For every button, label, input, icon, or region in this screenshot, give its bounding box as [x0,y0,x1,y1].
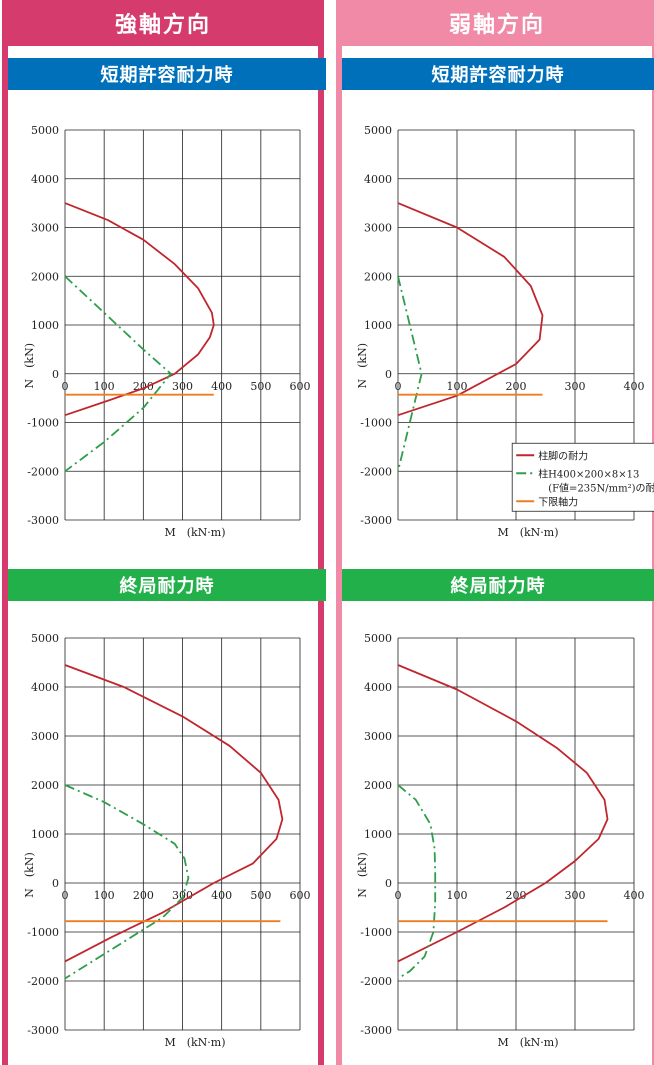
x-axis-label: M (kN·m) [497,526,558,539]
y-tick-label: 0 [385,368,392,381]
x-tick-label: 100 [94,380,115,393]
y-tick-label: -3000 [27,514,59,527]
y-tick-label: -1000 [27,926,59,939]
y-tick-label: -3000 [360,514,392,527]
x-tick-label: 300 [565,380,586,393]
x-tick-label: 400 [624,380,645,393]
column-frame-weak-axis [336,0,654,1065]
y-tick-label: 2000 [364,270,392,283]
x-axis-label: M (kN·m) [164,1036,225,1049]
y-tick-label: -3000 [27,1024,59,1037]
y-tick-label: 3000 [31,730,59,743]
y-tick-label: -2000 [27,465,59,478]
x-tick-label: 400 [211,380,232,393]
chart-0: 5000 4000 3000 2000 1000 0 -1000 -2000 -3000 0 100… [23,124,311,539]
y-tick-label: 1000 [31,319,59,332]
y-tick-label: -1000 [27,417,59,430]
y-tick-label: 5000 [364,632,392,645]
column-frame-strong-axis [2,0,324,1065]
x-axis-label: M (kN·m) [497,1036,558,1049]
y-tick-label: 0 [52,877,59,890]
y-tick-label: 3000 [31,222,59,235]
x-tick-label: 300 [172,380,193,393]
y-tick-label: -2000 [360,975,392,988]
legend-box [511,442,654,512]
chart-3: 5000 4000 3000 2000 1000 0 -1000 -2000 -3000 0 100… [356,632,645,1049]
series-line-1 [397,784,437,980]
series-line-1 [64,275,172,473]
legend-label-line2: (F値=235N/mm²)の耐力 [548,481,654,494]
y-tick-label: 4000 [31,681,59,694]
y-tick-label: 5000 [31,632,59,645]
y-tick-label: 2000 [31,779,59,792]
y-tick-label: -1000 [360,926,392,939]
chart-1: 5000 4000 3000 2000 1000 0 -1000 -2000 -3000 0 100… [356,124,654,539]
series-line-1 [397,276,423,472]
x-tick-label: 600 [290,380,311,393]
y-tick-label: 5000 [31,124,59,137]
section-header-ultimate-weak: 終局耐力時 [342,569,654,601]
y-axis-label: N (kN) [356,343,369,389]
series-line-1 [64,784,190,980]
x-tick-label: 0 [395,889,402,902]
x-tick-label: 200 [133,889,154,902]
y-tick-label: 1000 [364,319,392,332]
x-tick-label: 200 [506,889,527,902]
y-tick-label: 2000 [364,779,392,792]
series-line-0 [64,664,284,963]
y-tick-label: -2000 [360,465,392,478]
x-tick-label: 200 [506,380,527,393]
section-header-short-term-strong: 短期許容耐力時 [8,58,326,90]
x-tick-label: 0 [62,380,69,393]
column-header-weak-axis: 弱軸方向 [336,0,654,46]
series-line-0 [64,202,215,417]
y-tick-label: 4000 [364,681,392,694]
y-axis-label: N (kN) [23,343,36,389]
x-tick-label: 0 [62,889,69,902]
legend-label: 下限軸力 [538,495,578,508]
y-tick-label: 2000 [31,270,59,283]
y-axis-label: N (kN) [23,852,36,898]
y-tick-label: -2000 [27,975,59,988]
y-axis-label: N (kN) [356,852,369,898]
legend-label: 柱H400×200×8×13 [538,467,639,480]
column-header-strong-axis: 強軸方向 [2,0,324,46]
chart-2: 5000 4000 3000 2000 1000 0 -1000 -2000 -3000 0 100… [23,632,311,1049]
y-tick-label: 5000 [364,124,392,137]
series-line-0 [397,202,544,417]
y-tick-label: 0 [385,877,392,890]
section-header-short-term-weak: 短期許容耐力時 [342,58,654,90]
x-tick-label: 600 [290,889,311,902]
x-tick-label: 100 [447,380,468,393]
y-tick-label: -3000 [360,1024,392,1037]
y-tick-label: 4000 [364,173,392,186]
x-tick-label: 400 [211,889,232,902]
x-tick-label: 500 [250,380,271,393]
x-tick-label: 400 [624,889,645,902]
series-line-0 [397,664,609,963]
section-header-ultimate-strong: 終局耐力時 [8,569,326,601]
y-tick-label: 0 [52,368,59,381]
y-tick-label: -1000 [360,417,392,430]
x-tick-label: 100 [94,889,115,902]
y-tick-label: 3000 [364,222,392,235]
y-tick-label: 4000 [31,173,59,186]
y-tick-label: 3000 [364,730,392,743]
legend-label: 柱脚の耐力 [538,449,588,462]
x-axis-label: M (kN·m) [164,526,225,539]
x-tick-label: 0 [395,380,402,393]
x-tick-label: 100 [447,889,468,902]
y-tick-label: 1000 [31,828,59,841]
x-tick-label: 500 [250,889,271,902]
x-tick-label: 300 [565,889,586,902]
y-tick-label: 1000 [364,828,392,841]
